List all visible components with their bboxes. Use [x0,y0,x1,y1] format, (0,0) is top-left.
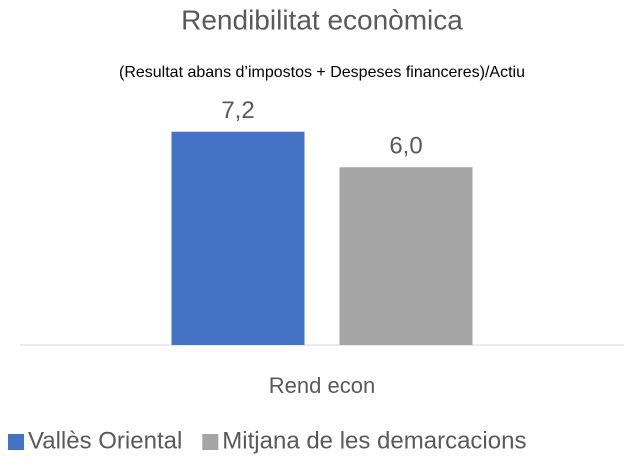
bar [339,167,473,345]
legend-label: Vallès Oriental [28,427,182,454]
legend-swatch [202,434,219,450]
chart-title: Rendibilitat econòmica [181,4,463,35]
legend-label: Mitjana de les demarcacions [222,427,526,454]
legend-swatch [8,434,24,450]
bar [171,131,305,345]
data-label: 7,2 [221,97,254,124]
x-tick-label: Rend econ [269,373,375,398]
data-label: 6,0 [389,133,422,160]
chart-subtitle: (Resultat abans d’impostos + Despeses fi… [119,64,525,81]
